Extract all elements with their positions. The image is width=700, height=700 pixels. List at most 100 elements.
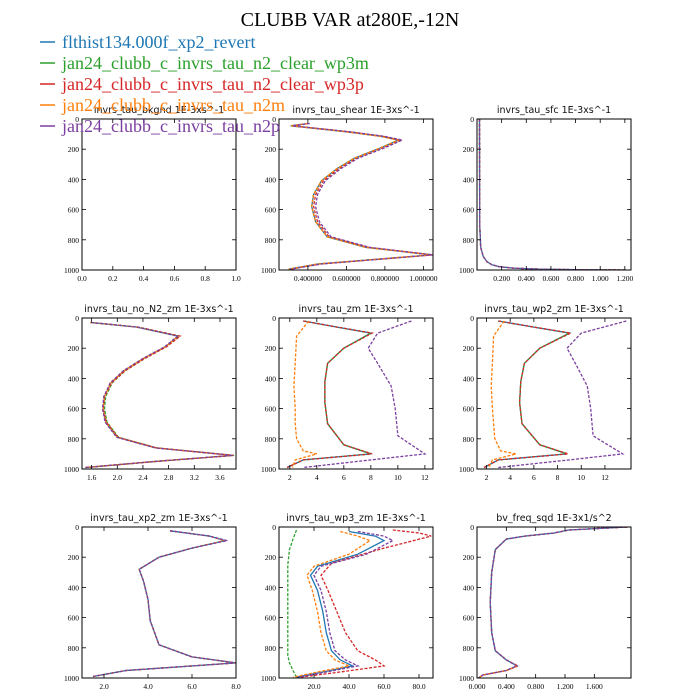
x-tick-label: 12 — [601, 473, 609, 482]
y-tick-label: 0 — [470, 115, 474, 124]
panels: invrs_tau_bkgnd 1E-3xs^-1020040060080010… — [64, 105, 634, 691]
y-tick-label: 600 — [68, 614, 80, 623]
panel-title: invrs_tau_no_N2_zm 1E-3xs^-1 — [84, 304, 233, 315]
chart-panel-3: invrs_tau_sfc 1E-3xs^-1 0 200 400 600 800 1000… — [459, 105, 634, 283]
y-tick-label: 800 — [463, 236, 475, 245]
x-tick-label: 3.6 — [215, 473, 225, 482]
x-tick-label: 0.000 — [469, 682, 486, 691]
plot-frame — [278, 526, 434, 679]
y-tick-label: 800 — [68, 435, 80, 444]
series-group — [85, 321, 235, 469]
y-tick-label: 800 — [68, 236, 80, 245]
y-tick-label: 400 — [68, 374, 80, 383]
y-tick-label: 0 — [75, 115, 79, 124]
series-line — [478, 119, 625, 270]
y-tick-label: 1000 — [459, 465, 474, 474]
series-line — [478, 527, 628, 678]
panel-title: invrs_tau_zm 1E-3xs^-1 — [299, 304, 414, 315]
x-tick-label: 2.4 — [138, 473, 148, 482]
series-line — [483, 320, 572, 469]
y-tick-label: 400 — [463, 583, 475, 592]
chart-panel-7: invrs_tau_xp2_zm 1E-3xs^-1 0 200 400 600 800 1… — [64, 513, 241, 691]
x-tick-label: 1.200 — [616, 274, 633, 283]
y-tick-label: 0 — [272, 115, 276, 124]
series-line — [299, 529, 432, 678]
y-tick-label: 200 — [265, 553, 277, 562]
y-tick-label: 600 — [265, 614, 277, 623]
y-tick-label: 400 — [463, 374, 475, 383]
series-line — [92, 530, 236, 678]
x-tick-label: 0.0 — [77, 274, 87, 283]
y-tick-label: 600 — [265, 405, 277, 414]
y-tick-label: 1000 — [261, 674, 276, 683]
panel-title: invrs_tau_shear 1E-3xs^-1 — [292, 105, 419, 116]
x-tick-label: 0.800000 — [371, 274, 399, 283]
plot-frame — [476, 526, 632, 679]
series-line — [92, 530, 236, 678]
x-tick-label: 1.600 — [586, 682, 603, 691]
series-line — [92, 530, 236, 678]
x-tick-label: 1.000000 — [409, 274, 437, 283]
y-tick-label: 0 — [470, 523, 474, 532]
legend-item: jan24_clubb_c_invrs_tau_n2_clear_wp3p — [40, 74, 364, 94]
y-tick-label: 600 — [463, 614, 475, 623]
chart-panel-8: invrs_tau_wp3_zm 1E-3xs^-1 0 200 400 600 800 1… — [261, 513, 434, 691]
y-tick-label: 200 — [463, 145, 475, 154]
series-line — [483, 320, 572, 469]
series-line — [286, 320, 375, 469]
y-tick-label: 400 — [463, 175, 475, 184]
x-tick-label: 4 — [508, 473, 512, 482]
panel-title: invrs_tau_wp3_zm 1E-3xs^-1 — [286, 513, 426, 524]
y-tick-label: 200 — [265, 145, 277, 154]
series-line — [478, 119, 625, 270]
x-tick-label: 1.6 — [87, 473, 97, 482]
y-tick-label: 200 — [68, 145, 80, 154]
plot-frame — [278, 317, 434, 470]
x-tick-label: 0.400000 — [294, 274, 322, 283]
x-tick-label: 0.400 — [498, 682, 515, 691]
series-line — [488, 320, 517, 468]
y-tick-label: 600 — [463, 206, 475, 215]
legend: flthist134.000f_xp2_revert jan24_clubb_c_… — [40, 32, 369, 136]
panel-title: invrs_tau_bkgnd 1E-3xs^-1 — [94, 105, 224, 116]
y-tick-label: 600 — [68, 206, 80, 215]
x-tick-label: 12 — [421, 473, 429, 482]
plot-frame — [81, 317, 237, 470]
x-tick-label: 80.0 — [412, 682, 425, 691]
legend-item: jan24_clubb_c_invrs_tau_n2m — [40, 95, 285, 115]
y-tick-label: 200 — [68, 344, 80, 353]
series-group — [478, 119, 625, 270]
series-line — [478, 119, 625, 270]
x-tick-label: 2.0 — [113, 473, 123, 482]
x-tick-label: 1.200 — [557, 682, 574, 691]
series-line — [287, 529, 298, 678]
legend-label: jan24_clubb_c_invrs_tau_n2_clear_wp3p — [61, 74, 364, 94]
x-tick-label: 20.0 — [307, 682, 320, 691]
y-tick-label: 800 — [265, 236, 277, 245]
y-tick-label: 400 — [68, 583, 80, 592]
y-tick-label: 400 — [265, 175, 277, 184]
y-tick-label: 1000 — [459, 674, 474, 683]
panel-title: invrs_tau_wp2_zm 1E-3xs^-1 — [484, 304, 624, 315]
chart-panel-4: invrs_tau_no_N2_zm 1E-3xs^-1 0 200 400 600 80… — [64, 304, 237, 482]
y-tick-label: 200 — [265, 344, 277, 353]
series-line — [296, 530, 386, 678]
y-tick-label: 1000 — [459, 266, 474, 275]
x-tick-label: 6 — [342, 473, 346, 482]
plot-frame — [81, 118, 237, 271]
chart-panel-6: invrs_tau_wp2_zm 1E-3xs^-1 0 200 400 600 800 1… — [459, 304, 632, 482]
series-group — [286, 320, 427, 469]
x-tick-label: 8 — [556, 473, 560, 482]
x-tick-label: 2.0 — [99, 682, 109, 691]
legend-label: jan24_clubb_c_invrs_tau_n2m — [61, 95, 285, 115]
x-tick-label: 2 — [485, 473, 489, 482]
y-tick-label: 0 — [272, 523, 276, 532]
series-line — [298, 530, 395, 678]
x-tick-label: 3.2 — [190, 473, 200, 482]
legend-item: flthist134.000f_xp2_revert — [40, 32, 255, 52]
series-line — [92, 530, 236, 678]
panel-title: invrs_tau_xp2_zm 1E-3xs^-1 — [90, 513, 227, 524]
series-group — [483, 320, 627, 469]
plot-frame — [81, 526, 237, 679]
x-tick-label: 0.4 — [139, 274, 149, 283]
